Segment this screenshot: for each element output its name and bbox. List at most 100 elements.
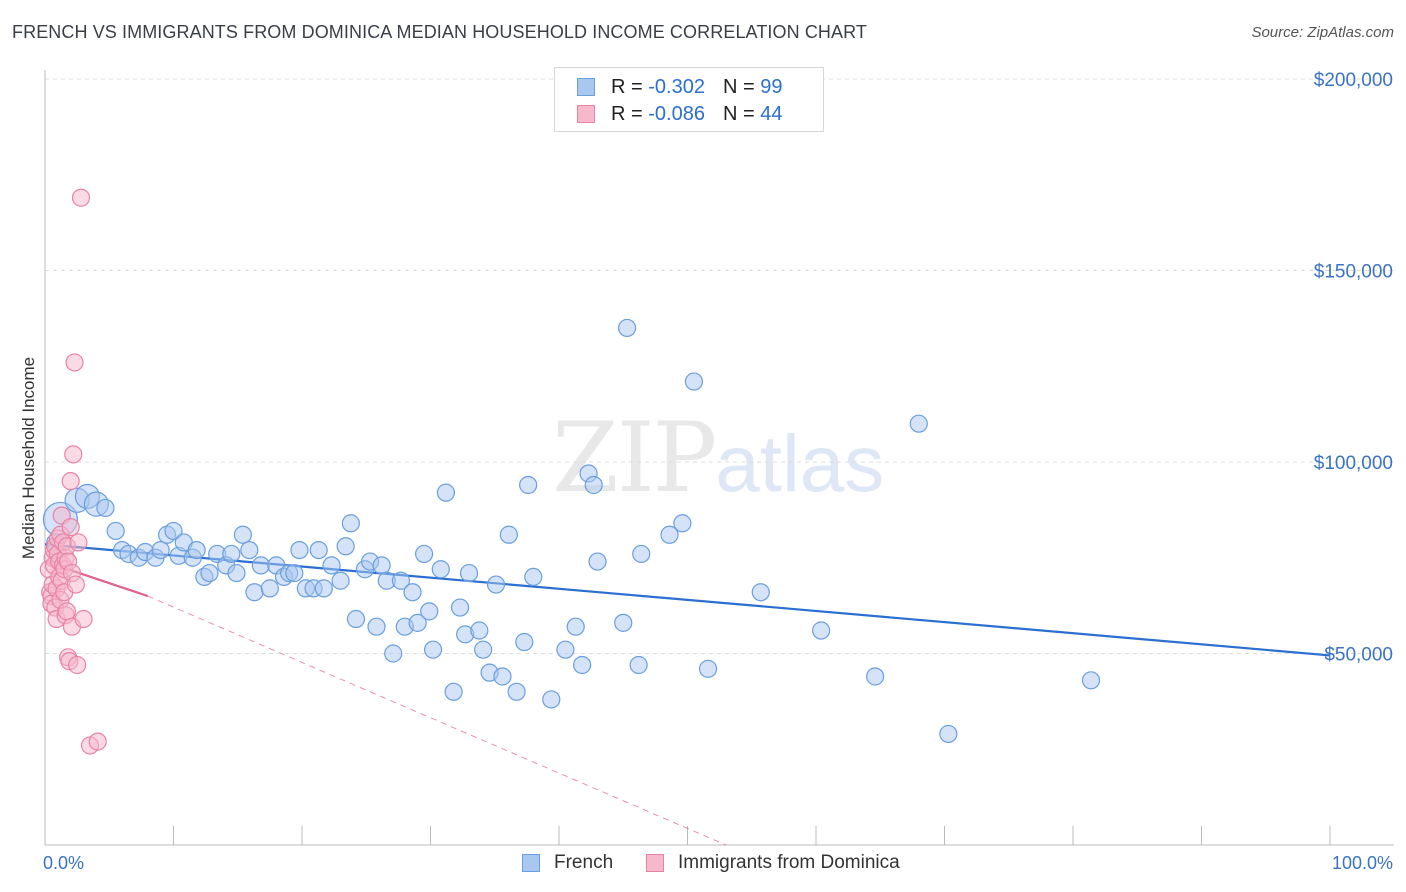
french-point: [336, 537, 355, 556]
dominica-point: [71, 188, 91, 207]
french-point: [909, 414, 928, 433]
french-point: [200, 563, 219, 583]
y-tick-label: $50,000: [1324, 645, 1393, 666]
french-point: [618, 318, 637, 338]
french-point: [346, 609, 366, 629]
french-point: [470, 621, 489, 640]
french-point: [222, 544, 241, 564]
french-point: [331, 571, 350, 590]
correlation-legend: R = -0.302 N = 99 R = -0.086 N = 44: [554, 67, 824, 132]
dominica-point: [61, 518, 80, 537]
y-axis-label: Median Household Income: [19, 357, 38, 559]
french-point: [151, 540, 170, 560]
french-point: [939, 724, 958, 744]
dominica-point: [65, 353, 84, 372]
dominica-point: [88, 732, 107, 751]
french-point: [251, 556, 270, 575]
legend-r-value: -0.302: [648, 75, 705, 98]
french-swatch: [522, 854, 540, 872]
french-point: [698, 659, 718, 678]
legend-n-value: 44: [760, 102, 783, 125]
dominica-point: [66, 575, 85, 594]
french-point: [524, 567, 543, 587]
french-point: [309, 540, 328, 560]
french-point: [245, 583, 264, 602]
legend-r-label: R =: [611, 75, 643, 98]
french-point: [384, 644, 403, 663]
french-point: [436, 483, 456, 502]
dominica-trend-extension: [147, 595, 727, 846]
french-point: [372, 556, 391, 575]
french-point: [556, 640, 575, 659]
watermark: ZIPatlas: [552, 402, 885, 514]
french-point: [403, 583, 422, 602]
y-tick-label: $150,000: [1314, 262, 1393, 283]
legend-n-value: 99: [760, 75, 783, 98]
french-point: [486, 575, 506, 594]
french-point: [660, 525, 679, 544]
french-point: [408, 613, 427, 632]
french-point: [573, 655, 592, 675]
french-point: [187, 540, 206, 560]
series-legend: French Immigrants from Dominica: [0, 852, 1406, 878]
french-point: [314, 579, 333, 598]
french-point: [673, 514, 692, 533]
french-point: [499, 525, 518, 544]
french-point: [812, 621, 831, 640]
legend-r-value: -0.086: [648, 102, 705, 125]
dominica-point: [74, 609, 93, 629]
chart-title: FRENCH VS IMMIGRANTS FROM DOMINICA MEDIA…: [12, 22, 867, 42]
french-point: [260, 579, 279, 598]
french-point: [227, 563, 246, 583]
french-point: [519, 475, 538, 495]
axes: [44, 70, 1394, 846]
legend-r-label: R =: [611, 102, 643, 125]
dominica-point: [69, 533, 88, 552]
legend-item-dominica[interactable]: Immigrants from Dominica: [646, 852, 900, 874]
french-point: [866, 667, 885, 686]
legend-row-french: R = -0.302 N = 99: [577, 73, 782, 101]
legend-n-label: N =: [722, 102, 755, 125]
french-point: [1081, 671, 1101, 690]
french-point: [507, 682, 526, 701]
french-point: [240, 540, 259, 560]
legend-label: French: [554, 852, 614, 873]
french-trend-line: [44, 543, 1331, 657]
french-point: [164, 521, 183, 541]
dominica-point: [68, 655, 87, 675]
french-swatch: [577, 78, 595, 96]
dominica-point: [57, 602, 76, 621]
french-point: [515, 632, 534, 652]
x-tick-label: 100.0%: [1332, 853, 1393, 873]
y-tick-label: $100,000: [1314, 453, 1393, 474]
french-point: [96, 498, 115, 518]
french-point: [322, 556, 341, 575]
legend-n-label: N =: [722, 75, 755, 98]
x-tick-label: 0.0%: [43, 853, 84, 873]
trend-lines: [44, 543, 1331, 846]
french-point: [751, 583, 770, 602]
french-point: [493, 667, 512, 686]
legend-row-dominica: R = -0.086 N = 44: [577, 100, 782, 128]
french-point: [423, 640, 443, 659]
french-point: [629, 655, 648, 675]
french-point: [566, 617, 585, 636]
french-point: [632, 544, 651, 564]
legend-item-french[interactable]: French: [522, 852, 613, 874]
dominica-swatch: [577, 105, 595, 123]
french-point: [431, 560, 450, 579]
french-point: [684, 372, 704, 391]
tick-labels: $50,000 $100,000 $150,000 $200,000 0.0% 100.0…: [43, 70, 1393, 873]
grid-lines: [45, 78, 1394, 654]
french-point: [367, 617, 386, 636]
french-point: [459, 563, 479, 583]
french-points: [42, 318, 1101, 744]
french-point: [285, 563, 304, 583]
french-point: [341, 514, 360, 533]
french-point: [233, 525, 252, 544]
french-point: [414, 544, 434, 564]
y-tick-label: $200,000: [1314, 70, 1393, 91]
dominica-swatch: [646, 854, 664, 872]
french-point: [444, 682, 463, 701]
